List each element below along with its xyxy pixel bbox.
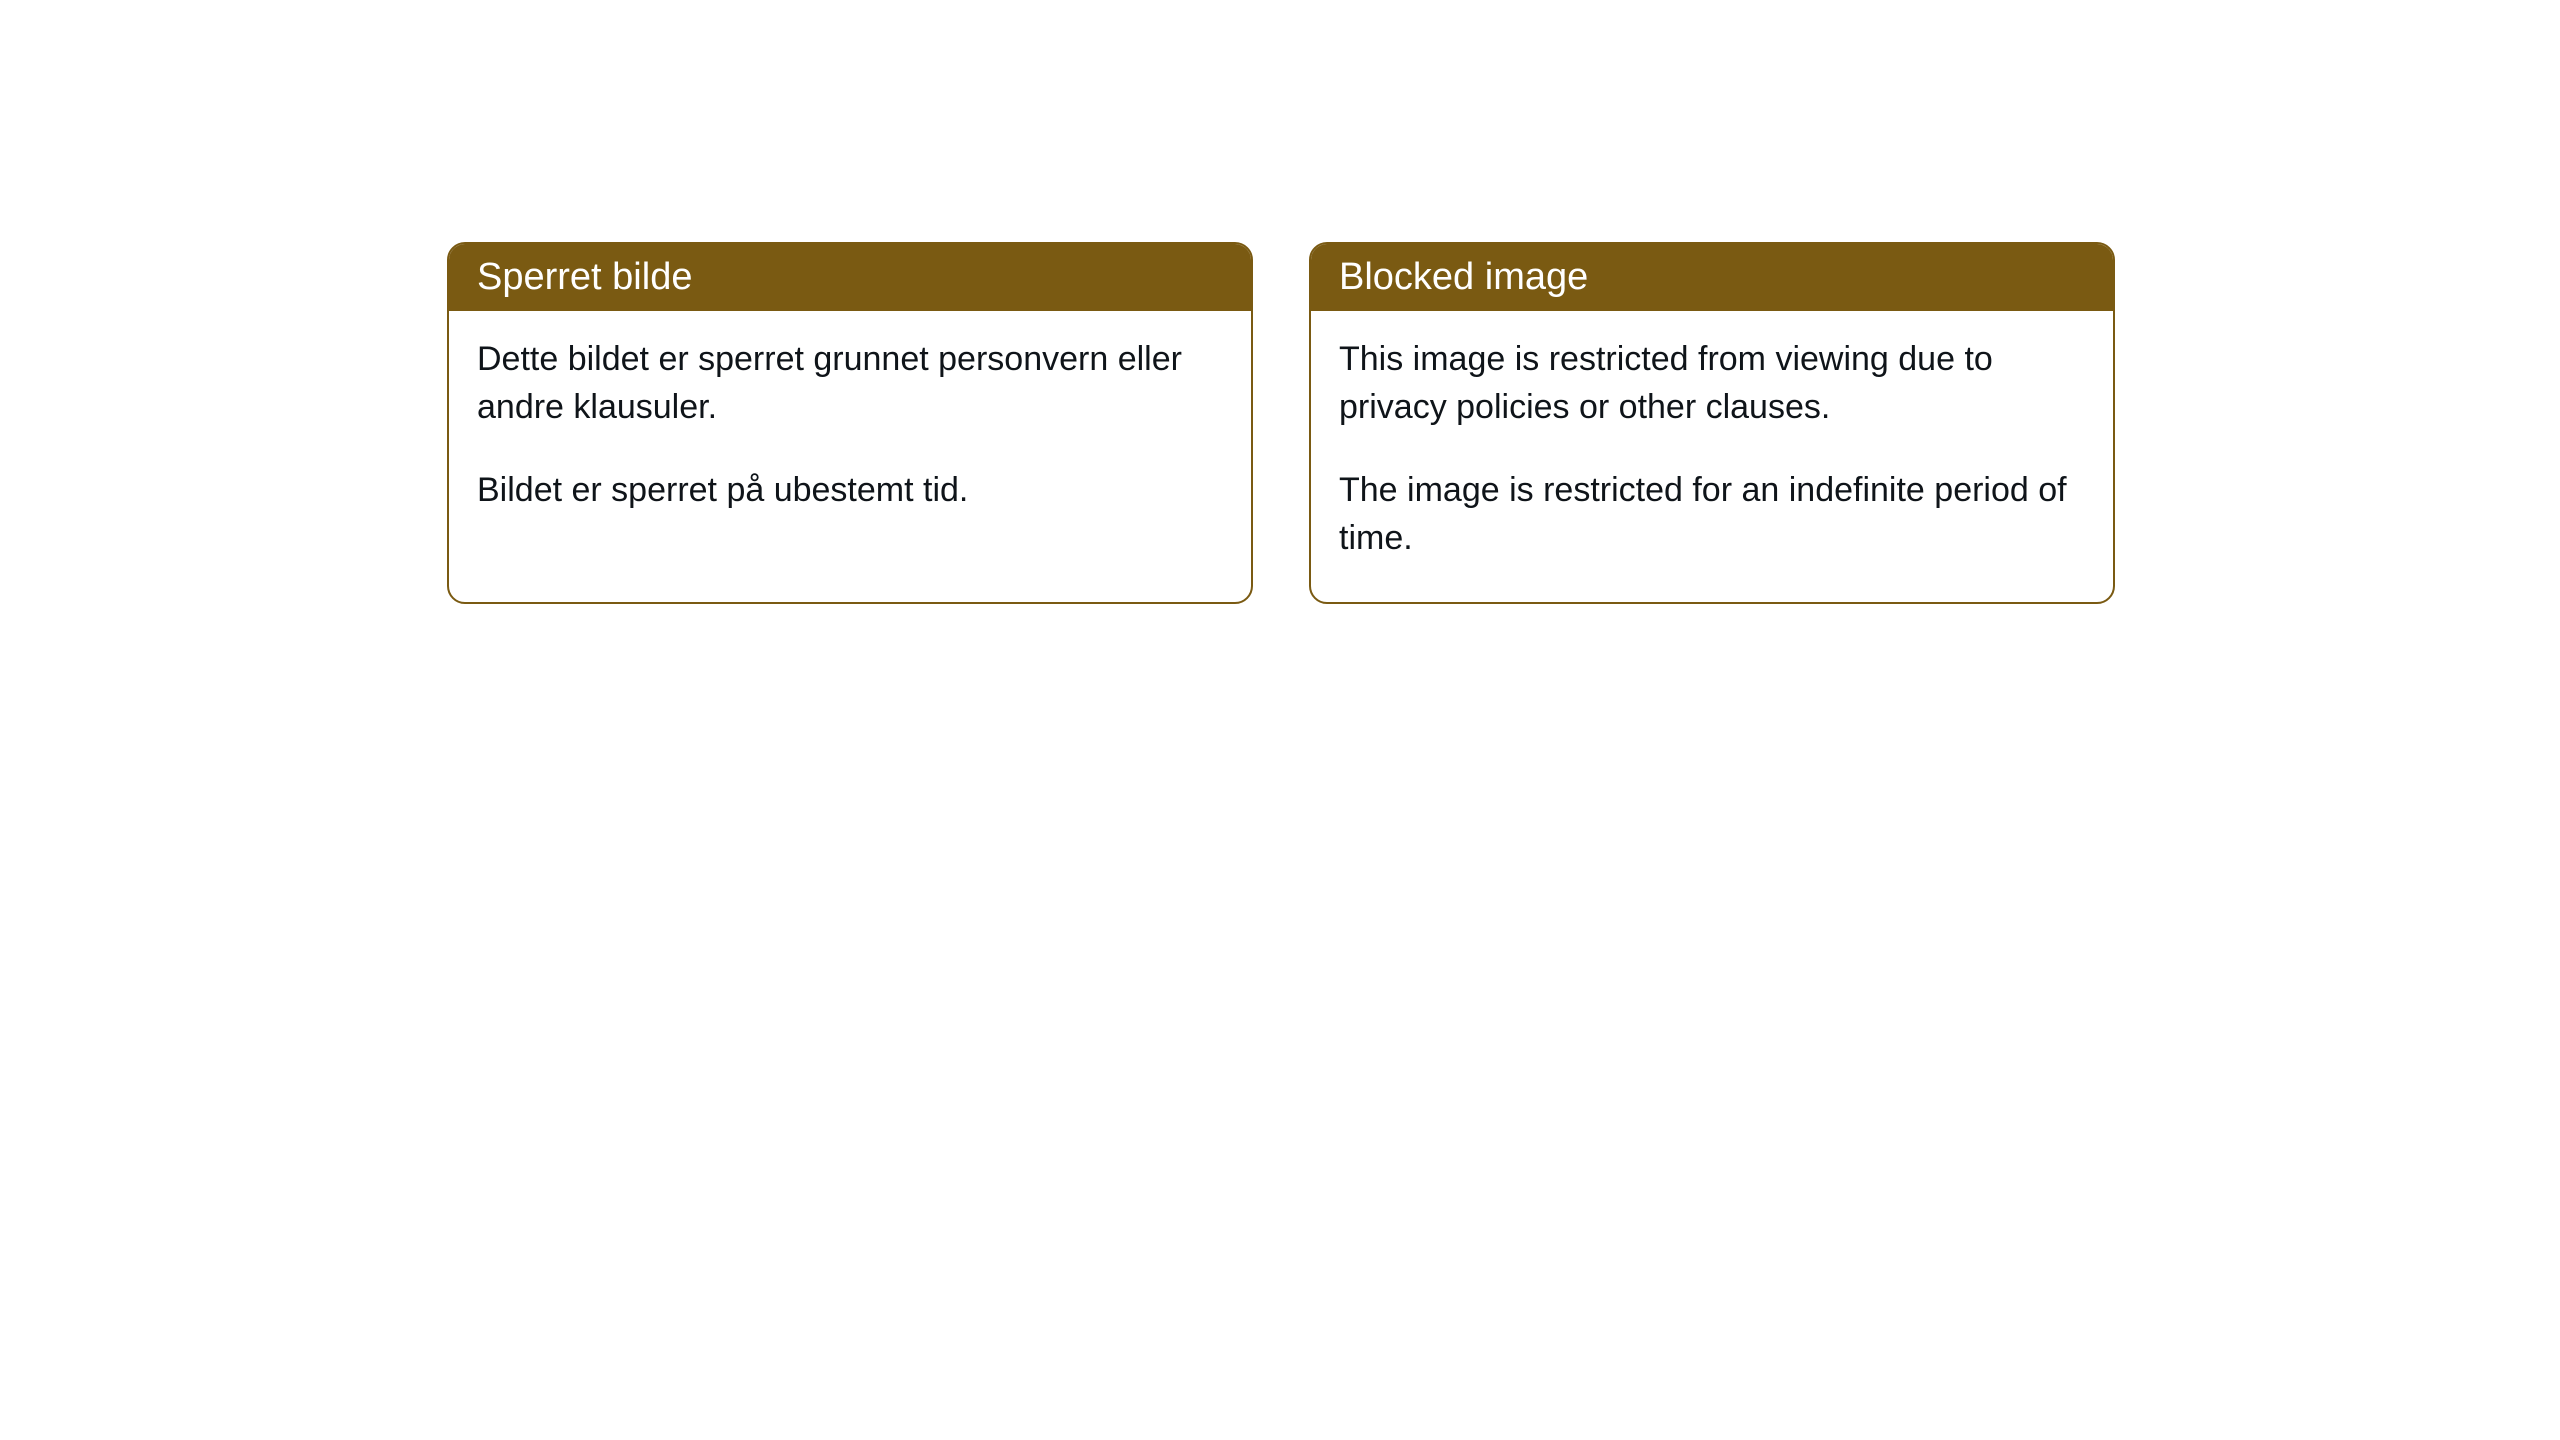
card-text-line-1: This image is restricted from viewing du… xyxy=(1339,335,2085,432)
card-text-line-2: Bildet er sperret på ubestemt tid. xyxy=(477,466,1223,514)
card-body: This image is restricted from viewing du… xyxy=(1311,311,2113,602)
card-text-line-2: The image is restricted for an indefinit… xyxy=(1339,466,2085,563)
blocked-image-card-en: Blocked image This image is restricted f… xyxy=(1309,242,2115,604)
blocked-image-card-no: Sperret bilde Dette bildet er sperret gr… xyxy=(447,242,1253,604)
card-body: Dette bildet er sperret grunnet personve… xyxy=(449,311,1251,554)
notice-cards-container: Sperret bilde Dette bildet er sperret gr… xyxy=(447,242,2115,604)
card-title: Blocked image xyxy=(1311,244,2113,311)
card-text-line-1: Dette bildet er sperret grunnet personve… xyxy=(477,335,1223,432)
card-title: Sperret bilde xyxy=(449,244,1251,311)
